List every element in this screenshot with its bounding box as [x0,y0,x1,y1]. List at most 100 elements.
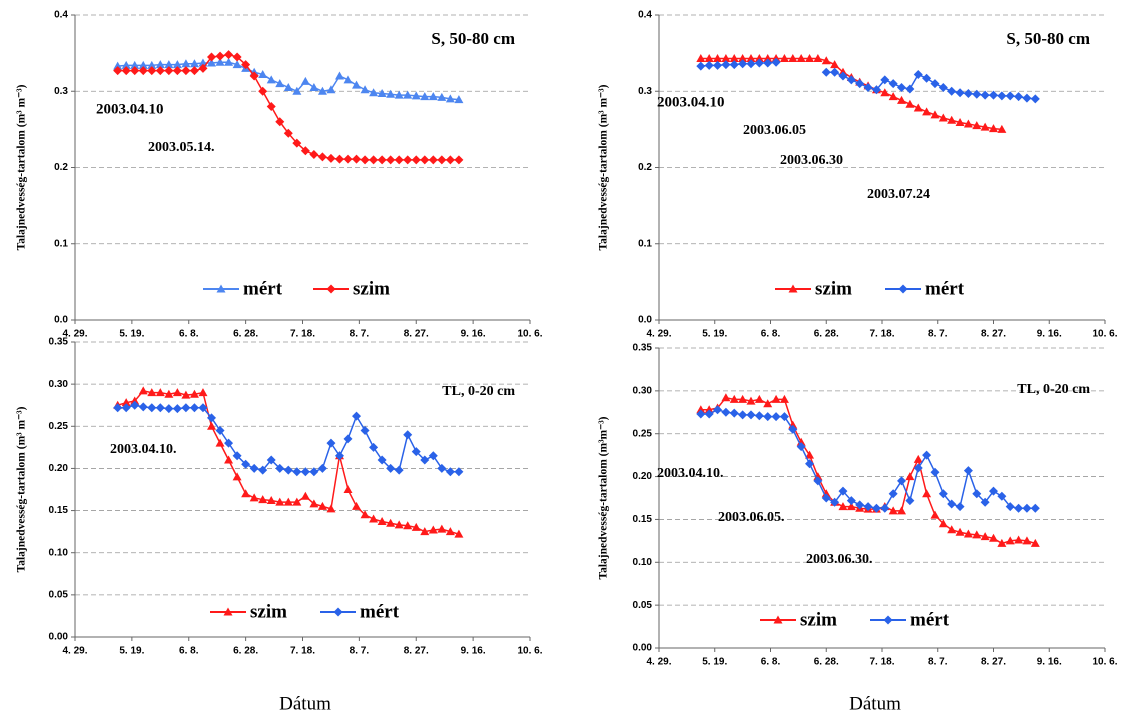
data-point [411,91,421,100]
data-point [309,499,319,508]
data-point [1005,536,1015,545]
data-point [721,60,731,70]
data-point [428,525,438,534]
data-point [721,393,731,402]
data-point [189,389,199,398]
data-point [813,476,823,486]
data-point [386,89,396,98]
data-point [411,522,421,531]
data-point [997,124,1007,133]
data-point [411,447,421,457]
data-point [721,407,731,417]
data-point [897,82,907,92]
data-point [360,510,370,519]
x-tick-label: 6. 8. [761,657,781,668]
data-point [300,467,310,477]
data-point [721,53,731,62]
y-tick-label: 0.20 [633,471,653,482]
data-point [241,60,251,70]
data-point [275,117,285,127]
y-tick-label: 0.4 [638,10,652,21]
data-point [147,60,157,69]
y-tick-label: 0.25 [633,428,653,439]
x-tick-label: 10. 6. [517,646,542,657]
data-point [838,502,848,511]
legend-marker [898,284,908,294]
data-point [283,82,293,91]
legend-marker [326,284,336,294]
data-point [922,489,932,498]
data-point [980,122,990,131]
data-point [704,409,714,419]
data-point [930,510,940,519]
data-point [922,450,932,460]
data-point [972,121,982,130]
data-point [1014,92,1024,102]
data-point [249,493,259,502]
data-point [155,66,165,76]
x-axis-label: Dátum [279,693,331,714]
data-point [275,497,285,506]
x-tick-label: 5. 19. [119,329,144,340]
data-point [172,404,182,414]
y-axis-label: Talajnedvesség-tartalom (m³ m⁻³) [598,84,610,250]
data-point [888,92,898,101]
y-tick-label: 0.4 [54,10,68,21]
data-point [454,155,464,165]
data-point [729,53,739,62]
data-point [241,459,251,469]
data-point [326,85,336,94]
x-tick-label: 6. 8. [179,329,199,340]
data-point [913,103,923,112]
data-point [138,402,148,412]
y-tick-label: 0.30 [633,385,653,396]
data-point [963,119,973,128]
data-point [403,155,413,165]
data-point [420,455,430,465]
data-point [445,94,455,103]
y-tick-label: 0.25 [49,421,69,432]
y-tick-label: 0.15 [49,505,69,516]
data-point [394,90,404,99]
data-point [796,437,806,446]
data-point [1005,502,1015,512]
data-point [130,396,140,405]
data-point [138,66,148,76]
data-point [905,496,915,506]
data-point [172,388,182,397]
data-point [360,155,370,165]
data-point [172,60,182,69]
data-point [437,524,447,533]
y-tick-label: 0.05 [49,589,69,600]
data-point [377,455,387,465]
data-point [897,476,907,486]
data-point [300,146,310,156]
legend-label: szim [800,609,837,630]
x-tick-label: 5. 19. [702,657,727,668]
data-point [249,71,259,81]
legend-label: mért [243,278,283,299]
data-point [309,467,319,477]
data-point [1030,94,1040,104]
data-point [838,486,848,496]
data-point [352,501,362,510]
data-point [454,467,464,477]
y-tick-label: 0.30 [49,379,69,390]
data-point [713,53,723,62]
y-tick-label: 0.3 [638,86,652,97]
data-point [980,497,990,507]
data-point [275,79,285,88]
data-point [746,53,756,62]
data-point [369,514,379,523]
data-point [738,59,748,69]
data-point [121,66,131,76]
data-point [283,128,293,138]
data-point [189,59,199,68]
data-point [922,73,932,83]
data-point [913,463,923,473]
data-point [232,60,242,69]
data-point [198,403,208,413]
data-point [326,504,336,513]
data-point [930,467,940,477]
legend-label: mért [360,601,400,622]
